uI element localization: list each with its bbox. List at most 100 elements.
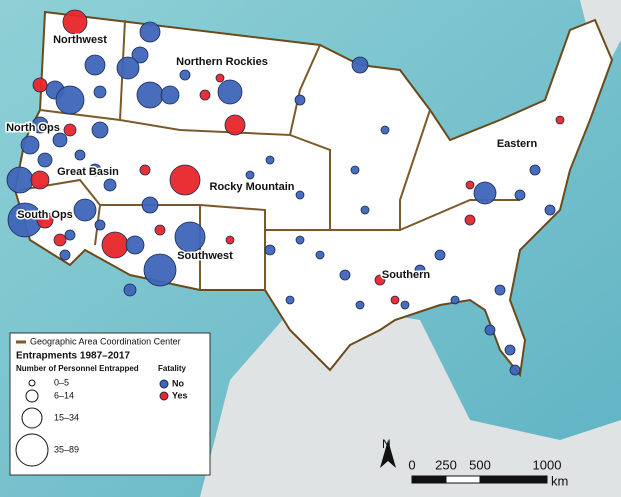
incident-marker <box>339 269 351 281</box>
legend-color-label: Yes <box>172 390 188 400</box>
incident-marker <box>160 85 180 105</box>
incident-marker <box>154 224 166 236</box>
incident-marker <box>116 56 140 80</box>
incident-marker <box>136 81 164 109</box>
incident-marker <box>52 132 68 148</box>
incident-marker <box>88 163 102 177</box>
region-label: Great Basin <box>57 166 119 178</box>
legend-size-label: 35–89 <box>54 444 79 454</box>
incident-marker <box>414 264 426 276</box>
legend-size-label: 6–14 <box>54 390 74 400</box>
incident-marker <box>360 205 370 215</box>
incident-marker <box>31 116 49 134</box>
incident-marker <box>62 9 88 35</box>
incident-marker <box>30 170 50 190</box>
incident-marker <box>199 89 211 101</box>
legend-size-symbol <box>15 433 49 467</box>
incident-marker <box>125 235 145 255</box>
scale-label: 0 <box>408 457 415 472</box>
incident-marker <box>73 198 97 222</box>
region-label: North Ops <box>6 122 60 134</box>
incident-marker <box>465 180 475 190</box>
legend-size-symbol <box>28 379 36 387</box>
incident-marker <box>473 181 497 205</box>
incident-marker <box>143 253 177 287</box>
incident-marker <box>555 115 565 125</box>
legend-size-label: 0–5 <box>54 377 69 387</box>
legend-color-label: No <box>172 378 184 388</box>
incident-marker <box>390 295 400 305</box>
legend-size-symbol <box>21 407 43 429</box>
incident-marker <box>20 135 40 155</box>
incident-marker <box>141 196 159 214</box>
incident-marker <box>245 170 255 180</box>
incident-marker <box>434 249 446 261</box>
legend-color-symbol <box>159 391 169 401</box>
incident-marker <box>514 189 526 201</box>
incident-marker <box>264 244 276 256</box>
incident-marker <box>139 21 161 43</box>
incident-marker <box>63 123 77 137</box>
incident-marker <box>179 69 191 81</box>
incident-marker <box>400 300 410 310</box>
incident-marker <box>174 221 206 253</box>
incident-marker <box>55 85 85 115</box>
legend-size-label: 15–34 <box>54 412 79 422</box>
incident-marker <box>351 56 369 74</box>
region-label: South Ops <box>17 209 73 221</box>
incident-marker <box>374 274 386 286</box>
incident-marker <box>225 235 235 245</box>
incident-marker <box>74 149 86 161</box>
region-label: Southern <box>382 269 431 281</box>
incident-marker <box>450 295 460 305</box>
scale-label: 1000 <box>533 457 562 472</box>
incident-marker <box>32 77 48 93</box>
incident-marker <box>355 300 365 310</box>
incident-marker <box>544 204 556 216</box>
incident-marker <box>131 46 149 64</box>
incident-marker <box>285 295 295 305</box>
incident-marker <box>103 178 117 192</box>
legend-title: Entrapments 1987–2017 <box>16 351 130 362</box>
region-label: Eastern <box>497 138 538 150</box>
incident-marker <box>464 214 476 226</box>
incident-marker <box>64 229 76 241</box>
incident-marker <box>504 344 516 356</box>
incident-marker <box>509 364 521 376</box>
incident-marker <box>295 235 305 245</box>
incident-marker <box>350 165 360 175</box>
scale-bar <box>411 475 548 484</box>
legend-color-heading: Fatality <box>158 364 187 373</box>
scale-unit: km <box>551 473 568 488</box>
incident-marker <box>94 219 106 231</box>
legend-boundary: Geographic Area Coordination Center <box>30 336 181 346</box>
incident-marker <box>139 164 151 176</box>
scale-label: 500 <box>469 457 491 472</box>
legend-size-heading: Number of Personnel Entrapped <box>16 364 139 373</box>
north-arrow: N <box>380 437 396 468</box>
incident-marker <box>295 190 305 200</box>
incident-marker <box>84 54 106 76</box>
incident-marker <box>265 155 275 165</box>
region-label: Rocky Mountain <box>210 181 295 193</box>
incident-marker <box>101 231 129 259</box>
incident-marker <box>217 79 243 105</box>
incident-marker <box>36 211 54 229</box>
incident-marker <box>494 284 506 296</box>
legend-color-symbol <box>159 379 169 389</box>
incident-marker <box>294 94 306 106</box>
incident-marker <box>53 233 67 247</box>
incident-marker <box>91 121 109 139</box>
incident-marker <box>529 164 541 176</box>
incident-marker <box>215 73 225 83</box>
incident-marker <box>380 125 390 135</box>
incident-marker <box>224 114 246 136</box>
region-label: Northwest <box>53 34 107 46</box>
legend-box <box>9 332 211 476</box>
incident-marker <box>484 324 496 336</box>
incident-marker <box>93 85 107 99</box>
north-label: N <box>382 437 391 451</box>
